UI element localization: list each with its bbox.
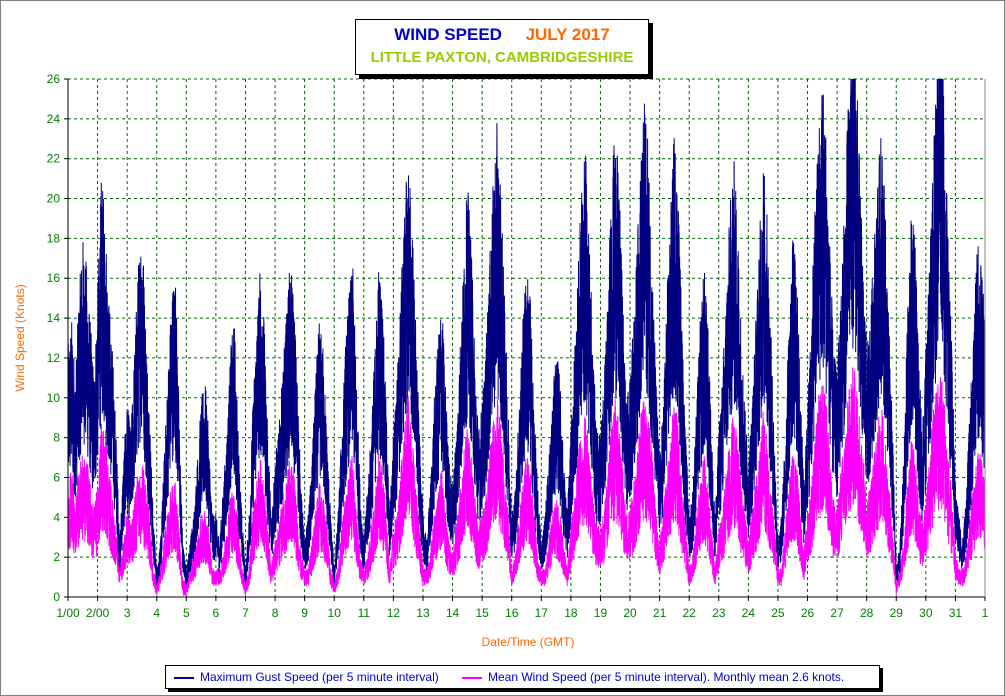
series-line xyxy=(67,367,986,596)
gust-series xyxy=(67,78,986,586)
y-axis-label: Wind Speed (Knots) xyxy=(13,284,27,391)
y-tick-label: 6 xyxy=(53,470,60,484)
y-tick-label: 0 xyxy=(53,590,60,604)
x-tick-labels: 1/00 2/00 3 4 5 6 7 8 9 10 11 12 13 14 15 16 17 18 19 20 21 2… xyxy=(56,597,989,620)
legend-swatch-mean xyxy=(462,676,482,679)
x-tick-label: 25 xyxy=(771,606,785,620)
chart-subtitle: LITTLE PAXTON, CAMBRIDGESHIRE xyxy=(370,49,634,66)
x-tick-label: 6 xyxy=(213,606,220,620)
x-tick-label: 16 xyxy=(505,606,519,620)
x-tick-label: 2/00 xyxy=(86,606,110,620)
y-tick-label: 26 xyxy=(47,72,61,86)
x-tick-label: 18 xyxy=(564,606,578,620)
x-tick-label: 3 xyxy=(124,606,131,620)
x-tick-label: 4 xyxy=(153,606,160,620)
x-tick-label: 27 xyxy=(830,606,844,620)
chart-title-box: WIND SPEED JULY 2017 LITTLE PAXTON, CAMB… xyxy=(355,19,649,75)
x-tick-label: 9 xyxy=(301,606,308,620)
y-tick-label: 18 xyxy=(47,231,61,245)
y-tick-label: 4 xyxy=(53,510,60,524)
legend-item-gust: Maximum Gust Speed (per 5 minute interva… xyxy=(174,670,439,684)
x-tick-label: 12 xyxy=(387,606,401,620)
x-tick-label: 29 xyxy=(890,606,904,620)
x-tick-label: 13 xyxy=(416,606,430,620)
x-tick-label: 30 xyxy=(919,606,933,620)
x-tick-label: 1 xyxy=(982,606,989,620)
legend: Maximum Gust Speed (per 5 minute interva… xyxy=(165,665,880,689)
y-tick-label: 16 xyxy=(47,271,61,285)
x-tick-label: 28 xyxy=(860,606,874,620)
y-tick-label: 20 xyxy=(47,192,61,206)
chart-title: WIND SPEED xyxy=(394,25,502,44)
x-tick-label: 5 xyxy=(183,606,190,620)
x-tick-label: 19 xyxy=(594,606,608,620)
x-tick-label: 15 xyxy=(475,606,489,620)
x-tick-label: 31 xyxy=(949,606,963,620)
legend-label-gust: Maximum Gust Speed (per 5 minute interva… xyxy=(200,670,439,684)
legend-label-mean: Mean Wind Speed (per 5 minute interval).… xyxy=(488,670,845,684)
x-tick-label: 20 xyxy=(623,606,637,620)
x-tick-label: 26 xyxy=(801,606,815,620)
axes xyxy=(67,79,986,598)
chart-title-period: JULY 2017 xyxy=(525,25,610,44)
y-tick-label: 14 xyxy=(47,311,61,325)
y-tick-label: 12 xyxy=(47,351,61,365)
x-tick-label: 10 xyxy=(328,606,342,620)
mean-wind-series xyxy=(67,367,986,596)
y-tick-label: 10 xyxy=(47,391,61,405)
legend-item-mean: Mean Wind Speed (per 5 minute interval).… xyxy=(462,670,844,684)
y-tick-label: 22 xyxy=(47,152,61,166)
legend-swatch-gust xyxy=(174,676,194,679)
x-tick-label: 14 xyxy=(446,606,460,620)
y-tick-label: 8 xyxy=(53,431,60,445)
y-tick-label: 24 xyxy=(47,112,61,126)
x-tick-label: 8 xyxy=(272,606,279,620)
x-axis-label: Date/Time (GMT) xyxy=(482,635,575,649)
x-tick-label: 24 xyxy=(742,606,756,620)
x-tick-label: 1/00 xyxy=(56,606,80,620)
x-tick-label: 21 xyxy=(653,606,667,620)
x-tick-label: 23 xyxy=(712,606,726,620)
x-tick-label: 22 xyxy=(683,606,697,620)
y-tick-label: 2 xyxy=(53,550,60,564)
x-tick-label: 11 xyxy=(358,606,371,620)
x-tick-label: 17 xyxy=(535,606,549,620)
series-line xyxy=(67,78,986,586)
x-tick-label: 7 xyxy=(242,606,249,620)
